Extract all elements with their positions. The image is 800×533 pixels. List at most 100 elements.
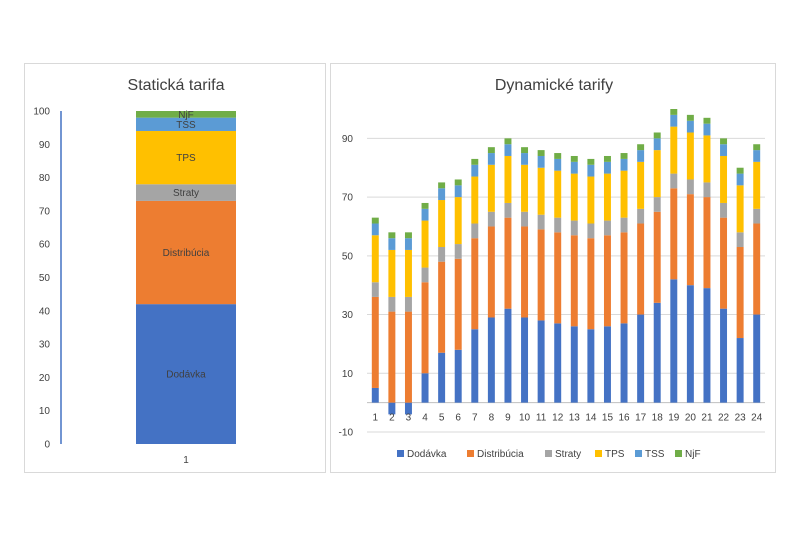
x-tick-label: 16 <box>618 413 630 424</box>
bar-segment-straty <box>720 202 728 218</box>
legend-swatch-dodavka <box>397 450 404 457</box>
bar-segment-distribucia <box>421 282 429 374</box>
bar-segment-straty <box>570 220 578 236</box>
y-tick-label: 30 <box>342 310 354 321</box>
bar-segment-straty <box>136 184 236 201</box>
bar-segment-straty <box>653 197 661 212</box>
bar-segment-njf <box>136 111 236 118</box>
x-tick-label: 2 <box>389 413 395 424</box>
x-tick-label: 5 <box>439 413 445 424</box>
bar-segment-straty <box>736 232 744 248</box>
x-tick-label: 14 <box>585 413 597 424</box>
bar-segment-distribucia <box>720 217 728 309</box>
bar-segment-straty <box>554 217 562 233</box>
x-tick-label: 21 <box>701 413 713 424</box>
bar-segment-tps <box>504 155 512 203</box>
bar-segment-distribucia <box>371 296 379 388</box>
static-chart-title: Statická tarifa <box>128 77 225 94</box>
bar-segment-njf <box>736 167 744 174</box>
bar-segment-distribucia <box>686 194 694 286</box>
bar-segment-dodavka <box>603 326 611 403</box>
legend-label-dodavka: Dodávka <box>407 449 447 460</box>
x-tick-label: 20 <box>685 413 697 424</box>
bar-segment-tps <box>487 164 495 212</box>
bar-segment-njf <box>620 153 628 159</box>
bar-segment-tss <box>454 185 462 198</box>
bar-segment-distribucia <box>537 229 545 321</box>
y-tick-label: 70 <box>342 193 354 204</box>
bar-segment-njf <box>686 114 694 121</box>
bar-segment-tss <box>686 120 694 133</box>
segment-label-dodavka: Dodávka <box>166 370 206 381</box>
x-tick-label: 17 <box>635 413 647 424</box>
bar-segment-distribucia <box>521 226 529 318</box>
bar-segment-dodavka <box>653 302 661 403</box>
bar-segment-distribucia <box>404 311 412 403</box>
bar-segment-njf <box>570 155 578 162</box>
bar-segment-tps <box>653 150 661 198</box>
bar-segment-straty <box>753 208 761 224</box>
bar-segment-njf <box>720 138 728 145</box>
bar-segment-distribucia <box>438 261 446 353</box>
bar-segment-distribucia <box>471 238 479 330</box>
bar-segment-tss <box>620 158 628 171</box>
static-tariff-chart: Statická tarifa 0 10 20 30 40 50 60 70 80 90 100 Do… <box>24 63 326 473</box>
bar-segment-tps <box>421 220 429 268</box>
x-tick-label: 8 <box>489 413 495 424</box>
y-tick-label: 0 <box>44 440 50 451</box>
bar-segment-njf <box>537 150 545 156</box>
legend-swatch-distribucia <box>467 450 474 457</box>
bar-segment-tss <box>753 150 761 162</box>
legend-label-tss: TSS <box>645 449 665 460</box>
bar-segment-njf <box>471 158 479 165</box>
dynamic-tariff-chart: Dynamické tarify -10 10 30 50 70 90 1 2 3 4 5 6 7 8 9 1… <box>330 63 776 473</box>
segment-label-tss: TSS <box>176 120 196 131</box>
bar-segment-dodavka <box>670 279 678 403</box>
bar-segment-tss <box>537 155 545 168</box>
segment-label-distribucia: Distribúcia <box>163 248 210 259</box>
x-tick-label: 22 <box>718 413 730 424</box>
legend-label-tps: TPS <box>605 449 625 460</box>
bar-segment-njf <box>487 147 495 154</box>
bar-segment-distribucia <box>620 232 628 324</box>
x-tick-label: 7 <box>472 413 478 424</box>
bar-segment-njf <box>454 179 462 186</box>
y-tick-label: 40 <box>39 306 51 317</box>
bar-segment-straty <box>504 202 512 218</box>
bar-segment-tps <box>686 132 694 180</box>
bar-segment-tss <box>587 164 595 177</box>
bar-segment-straty <box>388 296 396 312</box>
bar-segment-straty <box>637 208 645 224</box>
bar-segment-tps <box>438 200 446 248</box>
segment-label-straty: Straty <box>173 188 199 199</box>
x-tick-label: 12 <box>552 413 564 424</box>
x-tick-label: 11 <box>536 413 547 424</box>
bar-segment-straty <box>686 179 694 195</box>
bar-segment-njf <box>438 182 446 189</box>
bar-segment-dodavka <box>753 314 761 403</box>
bar-segment-njf <box>521 147 529 154</box>
bar-segment-tps <box>703 135 711 183</box>
bar-segment-dodavka <box>620 323 628 403</box>
x-tick-label: 15 <box>602 413 614 424</box>
bar-segment-straty <box>438 247 446 262</box>
legend-swatch-njf <box>675 450 682 457</box>
bar-segment-njf <box>587 158 595 165</box>
bar-segment-dodavka <box>438 352 446 403</box>
y-tick-label: 90 <box>342 134 354 145</box>
bar-segment-distribucia <box>670 188 678 280</box>
bar-segment-distribucia <box>487 226 495 318</box>
bar-segment-tps <box>736 185 744 233</box>
bar-segment-njf <box>554 153 562 159</box>
y-tick-label: 10 <box>342 369 354 380</box>
y-tick-label: 80 <box>39 173 51 184</box>
bar-segment-tss <box>720 144 728 156</box>
bar-segment-tps <box>554 170 562 218</box>
legend-swatch-tps <box>595 450 602 457</box>
bar-segment-tps <box>404 249 412 297</box>
bar-segment-tps <box>637 161 645 209</box>
bar-segment-straty <box>620 217 628 233</box>
bar-segment-tss <box>438 188 446 201</box>
bar-segment-distribucia <box>587 238 595 330</box>
bar-segment-tps <box>720 155 728 203</box>
